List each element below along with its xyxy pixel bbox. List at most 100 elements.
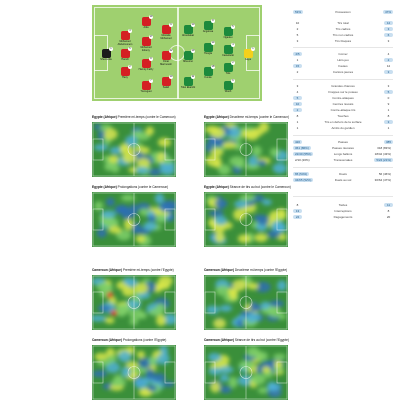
stat-away-value: 8 — [387, 209, 390, 213]
heatmap — [92, 122, 176, 177]
stat-home-value: 8 — [296, 114, 299, 118]
heatmap-blob — [248, 155, 258, 166]
player-number: 18 — [211, 65, 215, 69]
player-number: 19 — [149, 15, 153, 19]
player-name: Gaya — [245, 58, 251, 61]
away-player[interactable]: 10 Aboubakar — [180, 23, 196, 37]
stat-label: Tirs en dehors de la surface — [324, 120, 362, 124]
shirt-icon — [203, 21, 213, 30]
heatmap-blob — [210, 148, 224, 157]
away-player[interactable]: 11 Toko Ekambi — [180, 75, 196, 89]
player-name: Hamdi — [121, 58, 129, 61]
pitch-line — [239, 296, 253, 309]
home-player[interactable]: 10 Salah — [158, 75, 174, 89]
heatmap-blob — [268, 308, 282, 318]
lineup-pitch: 1 Shenouda 3 Mohamed Abdelmonem 5 Hamdi 2 Hany 1… — [92, 5, 262, 101]
heatmap-canvas — [92, 192, 176, 247]
heatmap-team: Egypte (Afrique) — [92, 115, 117, 119]
stat-away-value: 5 — [384, 90, 393, 94]
heatmap-blob — [210, 127, 225, 139]
heatmap-blob — [96, 359, 111, 366]
home-player[interactable]: 22 Omar Marmoush — [158, 49, 174, 66]
home-player[interactable]: 17 Mohamed Elneny — [138, 35, 154, 52]
home-player[interactable]: 1 Shenouda — [98, 47, 114, 61]
stat-label: Contre-attaques — [332, 96, 354, 100]
home-player[interactable]: 2 Hany — [117, 65, 133, 79]
heatmap-blob — [257, 214, 270, 226]
heatmap-blob — [143, 221, 157, 231]
away-player[interactable]: 18 Kunde — [200, 65, 216, 79]
shirt-icon — [120, 49, 130, 58]
heatmap-title: Egypte (Afrique) Prolongations (contre l… — [92, 185, 168, 189]
heatmap-blob — [219, 374, 229, 382]
stat-row: 53% Possession 47% — [293, 10, 393, 15]
heatmap-blob — [163, 313, 176, 325]
away-player[interactable]: 14 Hongla — [200, 41, 216, 55]
heatmap-blob — [136, 157, 150, 169]
stat-away-value: 12 — [384, 21, 393, 25]
heatmap-team: Egypte (Afrique) — [92, 185, 117, 189]
home-player[interactable]: 5 Hamdi — [117, 47, 133, 61]
heatmap-blob — [272, 163, 287, 174]
heatmap-canvas — [204, 345, 288, 400]
pitch-line — [276, 138, 288, 161]
heatmap-blob — [163, 156, 173, 165]
stat-away-value: 47% — [382, 10, 393, 14]
heatmap-blob — [260, 301, 270, 310]
player-number: 9 — [169, 23, 173, 27]
heatmap-blob — [219, 385, 232, 394]
home-player[interactable]: 19 Attia — [138, 15, 154, 29]
stat-label: Interceptions — [334, 209, 352, 213]
player-name: Aboubakar — [181, 34, 195, 37]
pitch-line — [127, 296, 141, 309]
away-player[interactable]: 2 Tolo — [220, 61, 236, 75]
home-player[interactable]: 7 Trezeguet — [138, 79, 154, 93]
heatmap-blob — [267, 383, 281, 391]
stat-away-value: 1 — [387, 126, 390, 130]
heatmap-team: Cameroun (Afrique) — [92, 338, 122, 342]
away-player[interactable]: 8 Anguissa — [200, 19, 216, 33]
stat-row: 65 (54%) Duels 56 (46%) — [293, 172, 393, 177]
away-player[interactable]: 1 Gaya — [240, 47, 256, 61]
heatmap-blob — [255, 281, 271, 293]
stat-row: 1 Arrêts du gardien 1 — [293, 126, 393, 131]
home-player[interactable]: 8 Hamdy Fathy — [138, 57, 154, 71]
heatmap-blob — [101, 210, 117, 218]
stat-row: 4/5 Corner 4 — [293, 52, 393, 57]
stat-label: Possession — [335, 10, 351, 14]
player-name: Toko Ekambi — [180, 86, 196, 89]
stat-label: Passes réussies — [332, 146, 354, 150]
stat-row: 5 Tirs non cadrés 6 — [293, 33, 393, 38]
stat-row: 8 Tacles 11 — [293, 203, 393, 208]
heatmap-canvas — [204, 122, 288, 177]
heatmap-blob — [145, 368, 155, 380]
heatmap-blob — [135, 166, 149, 174]
home-player[interactable]: 9 Mostafa Mohamed — [158, 23, 174, 40]
shirt-icon — [141, 81, 151, 90]
heatmap-blob — [245, 130, 259, 141]
player-number: 1 — [109, 47, 113, 51]
heatmap-blob — [148, 308, 164, 316]
player-number: 10 — [191, 23, 195, 27]
stat-label: Tirs non cadrés — [332, 33, 354, 37]
home-player[interactable]: 3 Mohamed Abdelmonem — [117, 29, 133, 46]
shirt-icon — [203, 67, 213, 76]
player-number: 6 — [231, 79, 235, 83]
heatmap-canvas — [92, 345, 176, 400]
player-number: 22 — [169, 49, 173, 53]
heatmap-blob — [131, 130, 142, 138]
stat-home-value: 34/65 (52%) — [293, 178, 314, 182]
away-player[interactable]: 4 Castelletto — [220, 43, 236, 57]
heatmap — [204, 122, 288, 177]
away-player[interactable]: 5 Ngadeu — [220, 25, 236, 39]
heatmap-blob — [208, 210, 224, 217]
player-number: 3 — [128, 29, 132, 33]
stat-row: 22/40 (55%) Longs ballons 18/42 (43%) — [293, 152, 393, 157]
heatmap-blob — [162, 381, 175, 388]
stat-home-value: 15 — [293, 64, 302, 68]
player-number: 8 — [149, 57, 153, 61]
away-player[interactable]: 19 Mbeumo — [180, 49, 196, 63]
away-player[interactable]: 6 Wooh — [220, 79, 236, 93]
heatmap-blob — [219, 366, 234, 374]
heatmap-title: Egypte (Afrique) Séance de tirs au but (… — [204, 185, 291, 189]
